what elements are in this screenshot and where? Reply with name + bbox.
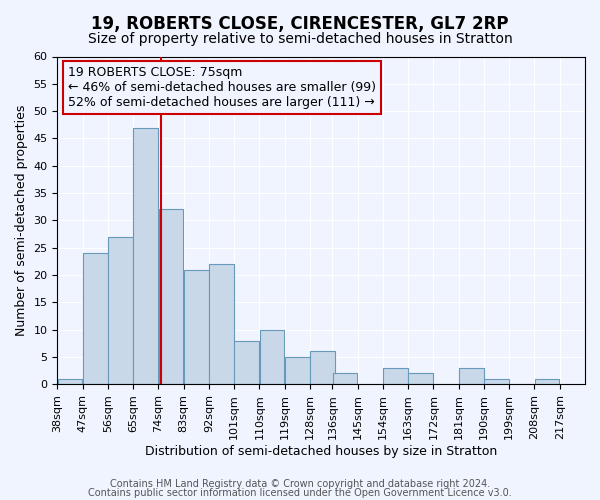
Bar — [535, 379, 559, 384]
Bar — [383, 368, 408, 384]
Bar — [409, 374, 433, 384]
X-axis label: Distribution of semi-detached houses by size in Stratton: Distribution of semi-detached houses by … — [145, 444, 497, 458]
Bar — [332, 374, 358, 384]
Text: Contains public sector information licensed under the Open Government Licence v3: Contains public sector information licen… — [88, 488, 512, 498]
Text: 19 ROBERTS CLOSE: 75sqm
← 46% of semi-detached houses are smaller (99)
52% of se: 19 ROBERTS CLOSE: 75sqm ← 46% of semi-de… — [68, 66, 376, 110]
Bar — [133, 128, 158, 384]
Bar — [484, 379, 509, 384]
Bar — [158, 210, 184, 384]
Bar — [184, 270, 209, 384]
Bar — [285, 357, 310, 384]
Bar — [83, 253, 107, 384]
Y-axis label: Number of semi-detached properties: Number of semi-detached properties — [15, 104, 28, 336]
Bar — [310, 352, 335, 384]
Text: Contains HM Land Registry data © Crown copyright and database right 2024.: Contains HM Land Registry data © Crown c… — [110, 479, 490, 489]
Bar — [209, 264, 234, 384]
Bar — [108, 236, 133, 384]
Bar — [58, 379, 82, 384]
Bar — [235, 340, 259, 384]
Bar — [260, 330, 284, 384]
Bar — [459, 368, 484, 384]
Text: Size of property relative to semi-detached houses in Stratton: Size of property relative to semi-detach… — [88, 32, 512, 46]
Text: 19, ROBERTS CLOSE, CIRENCESTER, GL7 2RP: 19, ROBERTS CLOSE, CIRENCESTER, GL7 2RP — [91, 15, 509, 33]
